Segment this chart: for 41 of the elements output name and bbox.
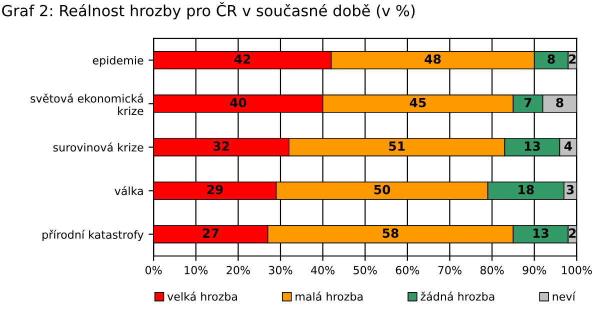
data-label: 58	[382, 228, 398, 238]
data-label: 32	[213, 141, 229, 151]
data-label: 42	[234, 54, 250, 64]
x-tick-label: 40%	[311, 266, 335, 274]
x-tick-label: 20%	[226, 266, 250, 274]
data-label: 8	[556, 98, 564, 108]
y-tick-label: válka	[114, 186, 143, 196]
data-label: 13	[524, 141, 540, 151]
data-label: 50	[374, 184, 390, 194]
chart-title: Graf 2: Reálnost hrozby pro ČR v současné době (v %)	[2, 2, 415, 20]
legend-label: neví	[552, 292, 576, 301]
y-tick-label: světová ekonomická krize	[30, 94, 144, 116]
legend-label: malá hrozba	[296, 292, 363, 301]
x-tick-label: 100%	[562, 266, 592, 274]
y-tick-label: surovinová krize	[53, 142, 144, 152]
x-tick-label: 10%	[184, 266, 208, 274]
y-tick-label: přírodní katastrofy	[42, 230, 144, 241]
x-tick-label: 90%	[522, 266, 546, 274]
data-label: 4	[564, 142, 572, 151]
x-tick-label: 60%	[396, 266, 420, 274]
data-label: 40	[230, 98, 246, 108]
data-label: 29	[207, 184, 223, 194]
x-tick-label: 50%	[354, 266, 377, 274]
data-label: 8	[548, 54, 555, 64]
data-label: 2	[569, 54, 576, 64]
data-label: 13	[533, 228, 548, 238]
data-label: 3	[566, 184, 574, 194]
data-label: 2	[569, 228, 576, 238]
data-label: 51	[389, 142, 405, 151]
data-label: 45	[410, 98, 426, 108]
x-tick-label: 70%	[438, 266, 462, 274]
data-label: 48	[424, 54, 441, 64]
data-label: 7	[524, 98, 532, 108]
data-label: 27	[202, 228, 218, 238]
x-tick-label: 80%	[480, 266, 504, 274]
legend-label: velká hrozba	[167, 292, 237, 301]
y-tick-label: epidemie	[92, 56, 144, 67]
x-tick-label: 0%	[145, 266, 162, 274]
x-tick-label: 30%	[268, 266, 292, 274]
data-label: 18	[518, 184, 534, 194]
legend-label: žádná hrozba	[420, 292, 494, 301]
